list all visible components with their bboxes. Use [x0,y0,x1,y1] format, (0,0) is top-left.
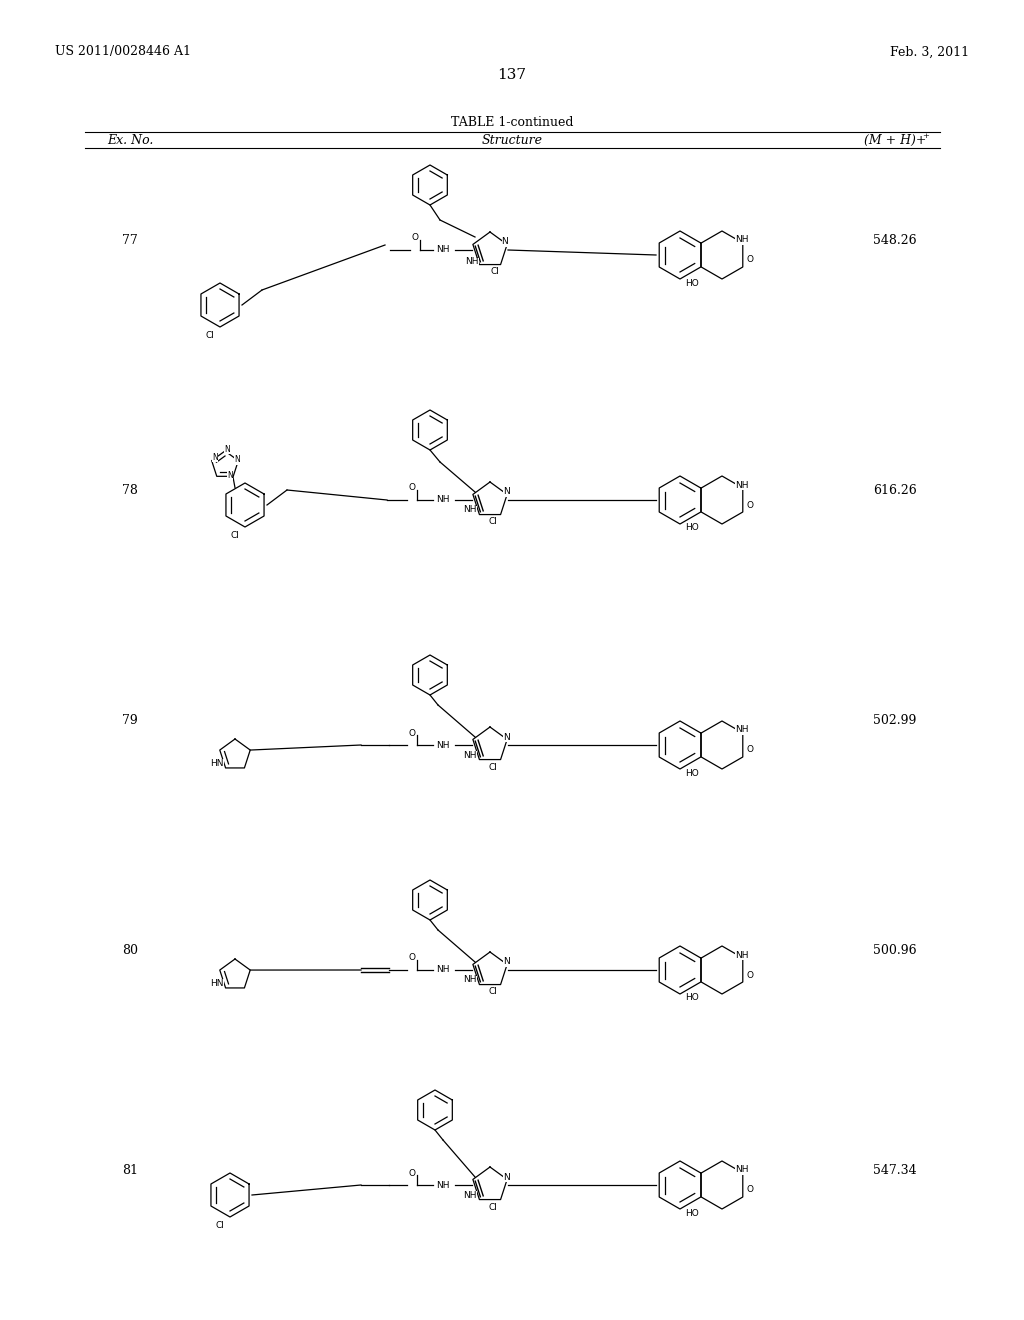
Text: NH: NH [463,975,477,985]
Text: O: O [409,953,416,962]
Text: N: N [212,453,218,462]
Text: HO: HO [685,1209,698,1217]
Text: NH: NH [463,1191,477,1200]
Text: N: N [503,487,509,496]
Text: NH: NH [436,246,450,255]
Text: HO: HO [685,279,698,288]
Text: HO: HO [685,524,698,532]
Text: HO: HO [685,768,698,777]
Text: NH: NH [436,1180,450,1189]
Text: US 2011/0028446 A1: US 2011/0028446 A1 [55,45,191,58]
Text: Cl: Cl [230,531,240,540]
Text: +: + [922,132,929,140]
Text: N: N [503,957,509,966]
Text: N: N [503,733,509,742]
Text: NH: NH [735,950,749,960]
Text: NH: NH [735,480,749,490]
Text: 547.34: 547.34 [873,1163,916,1176]
Text: O: O [746,256,754,264]
Text: 616.26: 616.26 [873,483,916,496]
Text: 79: 79 [122,714,138,726]
Text: HO: HO [685,994,698,1002]
Text: 137: 137 [498,69,526,82]
Text: NH: NH [735,235,749,244]
Text: Cl: Cl [490,268,500,276]
Text: HN: HN [210,759,224,767]
Text: NH: NH [436,495,450,504]
Text: N: N [227,470,232,479]
Text: O: O [746,970,754,979]
Text: 77: 77 [122,234,138,247]
Text: NH: NH [463,506,477,515]
Text: Cl: Cl [488,763,498,771]
Text: O: O [409,1168,416,1177]
Text: Feb. 3, 2011: Feb. 3, 2011 [890,45,969,58]
Text: NH: NH [436,741,450,750]
Text: O: O [409,729,416,738]
Text: N: N [224,445,229,454]
Text: Cl: Cl [216,1221,224,1229]
Text: Ex. No.: Ex. No. [106,133,154,147]
Text: N: N [502,238,508,247]
Text: 502.99: 502.99 [873,714,916,726]
Text: NH: NH [436,965,450,974]
Text: Structure: Structure [481,133,543,147]
Text: NH: NH [465,257,479,267]
Text: HN: HN [210,978,224,987]
Text: 78: 78 [122,483,138,496]
Text: Cl: Cl [488,1203,498,1212]
Text: O: O [409,483,416,492]
Text: Cl: Cl [206,330,214,339]
Text: TABLE 1-continued: TABLE 1-continued [451,116,573,128]
Text: 80: 80 [122,944,138,957]
Text: N: N [503,1172,509,1181]
Text: O: O [746,746,754,755]
Text: Cl: Cl [488,517,498,527]
Text: (M + H)+: (M + H)+ [864,133,926,147]
Text: NH: NH [463,751,477,759]
Text: NH: NH [735,1166,749,1175]
Text: 500.96: 500.96 [873,944,916,957]
Text: 81: 81 [122,1163,138,1176]
Text: NH: NH [735,726,749,734]
Text: O: O [412,234,419,243]
Text: Cl: Cl [488,987,498,997]
Text: 548.26: 548.26 [873,234,916,247]
Text: N: N [234,455,240,465]
Text: O: O [746,500,754,510]
Text: O: O [746,1185,754,1195]
